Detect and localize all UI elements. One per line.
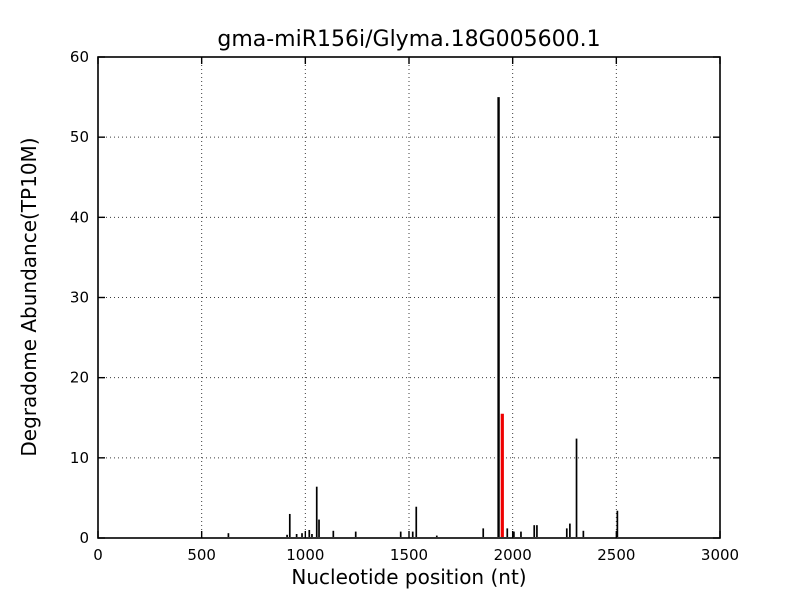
x-tick-label: 500 <box>187 546 216 564</box>
x-tick-labels: 0 500 1000 1500 2000 2500 3000 <box>93 546 739 564</box>
x-axis-label: Nucleotide position (nt) <box>291 565 526 589</box>
gridlines <box>98 57 720 538</box>
y-tick-label: 60 <box>70 48 89 66</box>
x-tick-label: 2000 <box>494 546 532 564</box>
tick-marks <box>97 56 721 539</box>
x-tick-label: 2500 <box>597 546 635 564</box>
y-tick-label: 40 <box>70 208 89 226</box>
y-tick-label: 30 <box>70 289 89 307</box>
y-tick-label: 0 <box>79 529 89 547</box>
chart-title: gma-miR156i/Glyma.18G005600.1 <box>217 27 600 52</box>
y-tick-label: 50 <box>70 128 89 146</box>
x-tick-label: 0 <box>93 546 103 564</box>
x-tick-label: 3000 <box>701 546 739 564</box>
y-tick-label: 10 <box>70 449 89 467</box>
stems <box>227 97 619 537</box>
x-tick-label: 1000 <box>286 546 324 564</box>
y-tick-label: 20 <box>70 369 89 387</box>
x-tick-label: 1500 <box>390 546 428 564</box>
y-axis-label: Degradome Abundance(TP10M) <box>17 137 41 456</box>
y-tick-labels: 0 10 20 30 40 50 60 <box>70 48 89 547</box>
